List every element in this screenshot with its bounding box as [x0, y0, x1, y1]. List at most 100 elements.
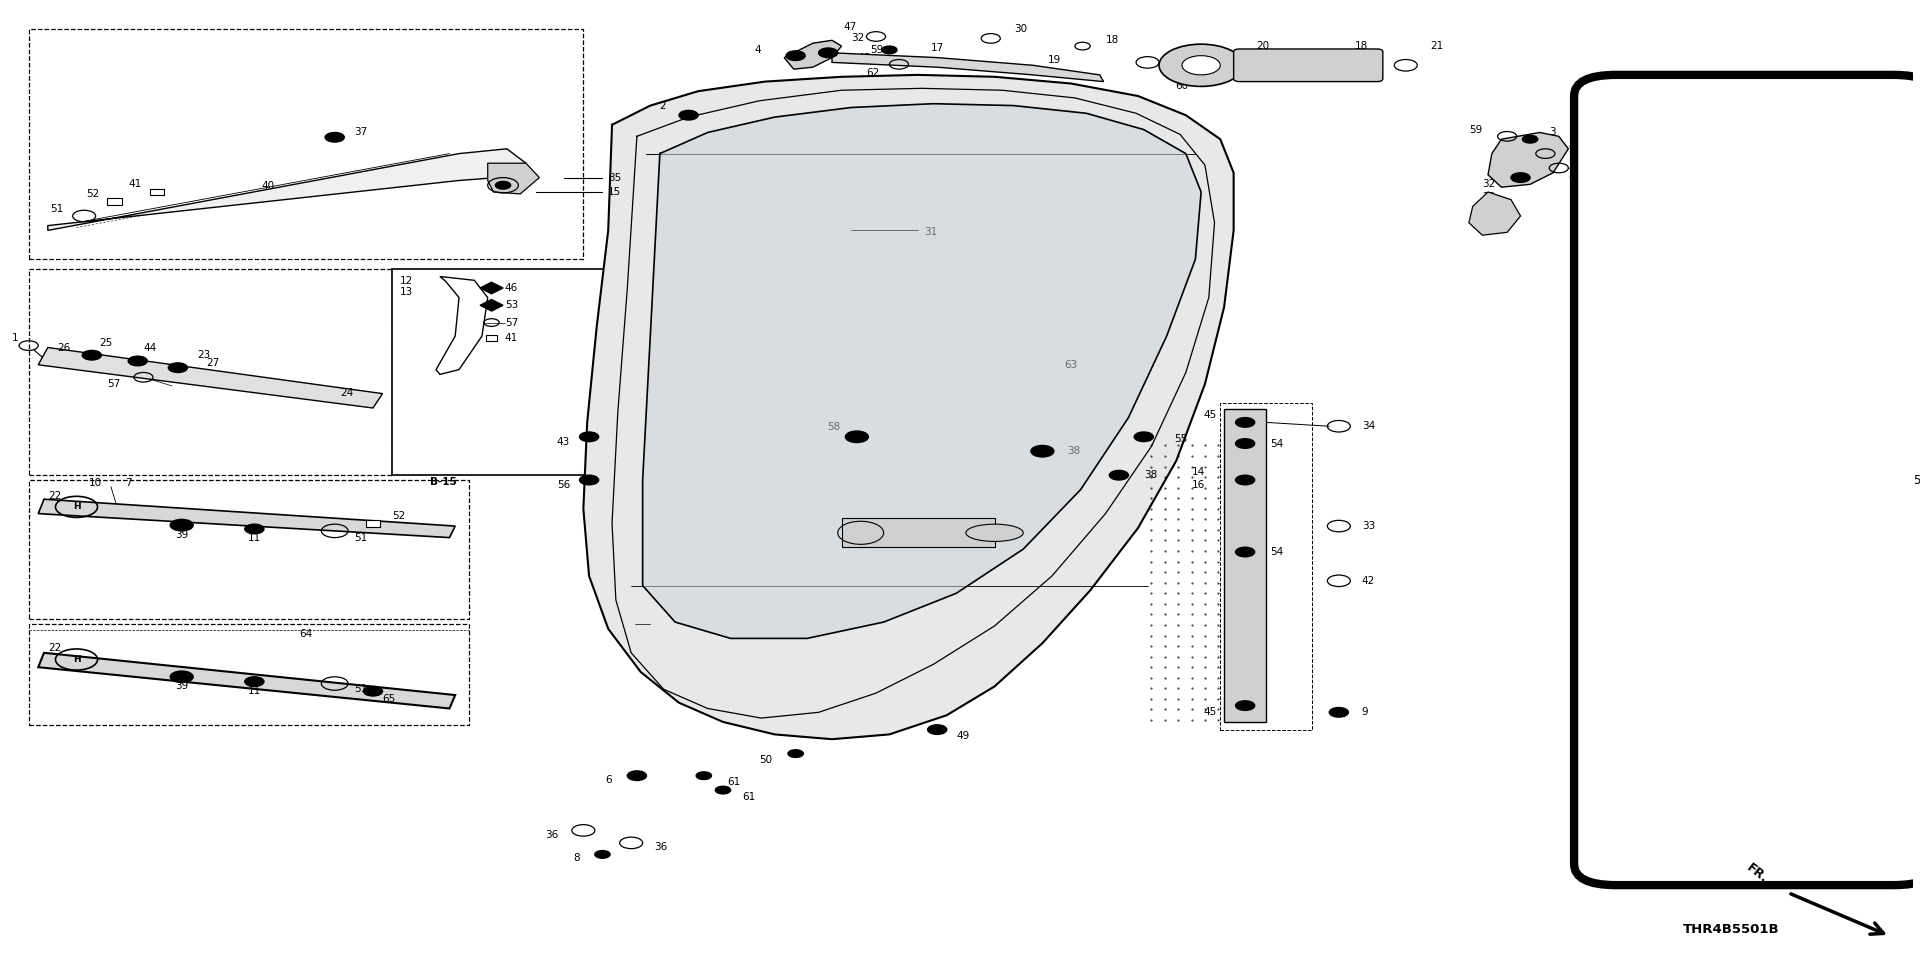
Polygon shape — [48, 149, 526, 230]
Bar — [1221, 403, 1311, 730]
Circle shape — [1110, 470, 1129, 480]
Text: 36: 36 — [545, 830, 559, 840]
Polygon shape — [436, 276, 488, 374]
Polygon shape — [38, 348, 382, 408]
Circle shape — [1236, 475, 1254, 485]
Text: 13: 13 — [399, 287, 413, 297]
Bar — [1225, 409, 1265, 722]
Text: 37: 37 — [353, 127, 367, 136]
Text: 41: 41 — [129, 180, 142, 189]
Text: 15: 15 — [609, 187, 622, 197]
Text: 42: 42 — [1361, 576, 1375, 586]
Polygon shape — [1488, 132, 1569, 187]
Text: 47: 47 — [1569, 163, 1582, 173]
Circle shape — [1236, 418, 1254, 427]
Text: 49: 49 — [956, 732, 970, 741]
Text: 38: 38 — [1068, 446, 1081, 456]
Text: 51: 51 — [50, 204, 63, 214]
Polygon shape — [488, 163, 540, 194]
Circle shape — [787, 750, 803, 757]
Circle shape — [1160, 44, 1244, 86]
Circle shape — [1523, 135, 1538, 143]
Circle shape — [716, 786, 732, 794]
Text: B-15: B-15 — [430, 477, 457, 487]
Text: 51: 51 — [353, 533, 367, 542]
Circle shape — [580, 475, 599, 485]
Text: 23: 23 — [198, 350, 211, 360]
Polygon shape — [783, 40, 841, 69]
Text: 6: 6 — [605, 775, 612, 784]
Circle shape — [246, 677, 263, 686]
Bar — [150, 188, 163, 195]
Circle shape — [246, 524, 263, 534]
Bar — [29, 480, 468, 619]
Text: 63: 63 — [1064, 360, 1077, 370]
Text: 11: 11 — [248, 533, 261, 542]
Text: 58: 58 — [828, 422, 841, 432]
Text: 43: 43 — [557, 437, 570, 446]
Text: 47: 47 — [843, 22, 856, 32]
Text: 18: 18 — [1356, 41, 1369, 51]
Polygon shape — [1469, 192, 1521, 235]
Polygon shape — [38, 499, 455, 538]
Text: H: H — [73, 655, 81, 664]
Text: 1: 1 — [12, 333, 17, 343]
Text: 41: 41 — [505, 333, 518, 343]
Text: 2: 2 — [659, 101, 666, 110]
Text: 59: 59 — [870, 45, 883, 55]
Text: 52: 52 — [86, 189, 100, 199]
Circle shape — [324, 132, 344, 142]
Text: 17: 17 — [931, 43, 945, 53]
Text: 12: 12 — [399, 276, 413, 286]
Polygon shape — [480, 300, 503, 311]
Circle shape — [680, 110, 699, 120]
Text: 62: 62 — [1569, 173, 1582, 182]
Text: 32: 32 — [851, 34, 864, 43]
Text: 33: 33 — [1361, 521, 1375, 531]
Text: 10: 10 — [88, 478, 102, 488]
Circle shape — [495, 181, 511, 189]
Text: 52: 52 — [392, 512, 405, 521]
Text: 3: 3 — [1549, 128, 1555, 137]
Text: 55: 55 — [1175, 434, 1188, 444]
Text: 62: 62 — [866, 68, 879, 78]
Text: 7: 7 — [125, 478, 131, 488]
Circle shape — [169, 363, 188, 372]
Text: 16: 16 — [1192, 480, 1206, 490]
Text: 18: 18 — [1106, 36, 1119, 45]
Text: 14: 14 — [1192, 468, 1206, 477]
Text: 27: 27 — [207, 358, 219, 368]
Text: 40: 40 — [261, 181, 275, 191]
Circle shape — [171, 671, 194, 683]
Text: 60: 60 — [1175, 82, 1188, 91]
Text: 34: 34 — [1361, 421, 1375, 431]
Text: 48: 48 — [1569, 141, 1582, 151]
Text: 57: 57 — [108, 379, 121, 389]
Text: 35: 35 — [609, 173, 622, 182]
Text: 30: 30 — [1014, 24, 1027, 34]
Text: 21: 21 — [1430, 41, 1444, 51]
Bar — [392, 269, 612, 475]
Text: 64: 64 — [300, 629, 313, 638]
Polygon shape — [480, 282, 503, 294]
Text: 9: 9 — [1361, 708, 1369, 717]
Text: 56: 56 — [557, 480, 570, 490]
Text: 46: 46 — [505, 283, 518, 293]
Bar — [29, 29, 584, 259]
Circle shape — [1183, 56, 1221, 75]
Circle shape — [129, 356, 148, 366]
Text: 65: 65 — [382, 694, 396, 704]
Text: 61: 61 — [743, 792, 755, 802]
Circle shape — [697, 772, 712, 780]
Text: THR4B5501B: THR4B5501B — [1684, 923, 1780, 936]
Circle shape — [628, 771, 647, 780]
Bar — [367, 520, 380, 526]
Polygon shape — [643, 104, 1202, 638]
Bar — [29, 624, 468, 725]
Text: 11: 11 — [248, 686, 261, 696]
Text: 25: 25 — [100, 338, 113, 348]
Polygon shape — [831, 53, 1104, 82]
Text: 44: 44 — [144, 344, 157, 353]
Text: 39: 39 — [175, 530, 188, 540]
Text: FR.: FR. — [1743, 861, 1770, 886]
